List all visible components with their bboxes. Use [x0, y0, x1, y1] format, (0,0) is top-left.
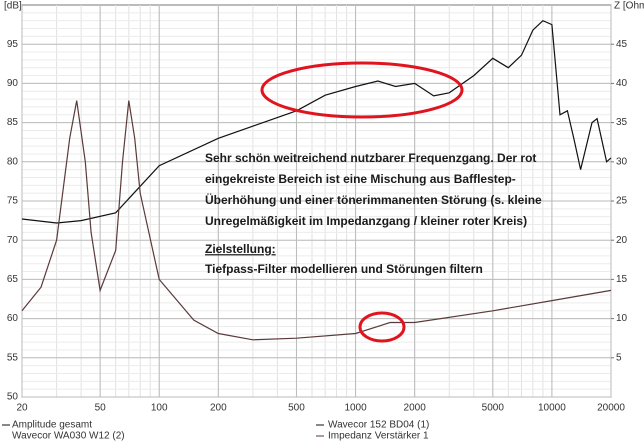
y2-tick-label: 20 — [616, 235, 628, 246]
goal-heading: Zielstellung: — [205, 242, 276, 256]
y2-tick-label: 35 — [616, 117, 628, 128]
y2-tick-label: 40 — [616, 78, 628, 89]
y-axis-label: [dB] — [4, 1, 22, 12]
y-tick-label: 80 — [7, 156, 19, 167]
x-tick-label: 10000 — [538, 403, 566, 414]
legend-entry: Wavecor WA030 W12 (2) — [12, 431, 125, 442]
y2-tick-label: 15 — [616, 274, 628, 285]
series-line — [21, 100, 612, 341]
y2-tick-label: 45 — [616, 39, 628, 50]
y-tick-label: 50 — [7, 392, 19, 403]
legend-entry: Amplitude gesamt — [12, 420, 92, 431]
y-tick-label: 75 — [7, 196, 19, 207]
legend-entry: Impedanz Verstärker 1 — [328, 431, 429, 442]
x-tick-label: 100 — [151, 403, 168, 414]
goal-text: Tiefpass-Filter modellieren und Störunge… — [205, 262, 483, 276]
y-tick-label: 70 — [7, 235, 19, 246]
y2-tick-label: 5 — [616, 352, 622, 363]
x-tick-label: 2000 — [404, 403, 427, 414]
y-tick-label: 60 — [7, 313, 19, 324]
y-tick-label: 55 — [7, 352, 19, 363]
legend-entry: Wavecor 152 BD04 (1) — [328, 420, 429, 431]
series-line — [21, 19, 612, 224]
annotation: eingekreiste Bereich ist eine Mischung a… — [205, 172, 516, 186]
x-tick-label: 200 — [210, 403, 227, 414]
annotation: Unregelmäßigkeit im Impedanzgang / klein… — [205, 214, 527, 228]
y-tick-label: 85 — [7, 117, 19, 128]
x-tick-label: 1000 — [344, 403, 367, 414]
x-tick-label: 50 — [95, 403, 107, 414]
annotation: Überhöhung und einer tönerimmanenten Stö… — [205, 192, 542, 207]
curves — [21, 19, 612, 341]
y-tick-label: 65 — [7, 274, 19, 285]
annotation: Sehr schön weitreichend nutzbarer Freque… — [205, 151, 536, 165]
x-tick-label: 20 — [16, 403, 28, 414]
y2-axis-label: Z [Ohm] — [614, 1, 644, 12]
x-tick-label: 20000 — [597, 403, 625, 414]
y2-tick-label: 25 — [616, 196, 628, 207]
x-tick-label: 500 — [288, 403, 305, 414]
highlight-ellipse — [358, 311, 406, 343]
y2-tick-label: 10 — [616, 313, 628, 324]
y-tick-label: 95 — [7, 39, 19, 50]
x-tick-label: 5000 — [482, 403, 505, 414]
grid — [21, 5, 612, 398]
y2-tick-label: 30 — [616, 156, 628, 167]
highlight-ellipse — [260, 61, 464, 119]
y-tick-label: 90 — [7, 78, 19, 89]
